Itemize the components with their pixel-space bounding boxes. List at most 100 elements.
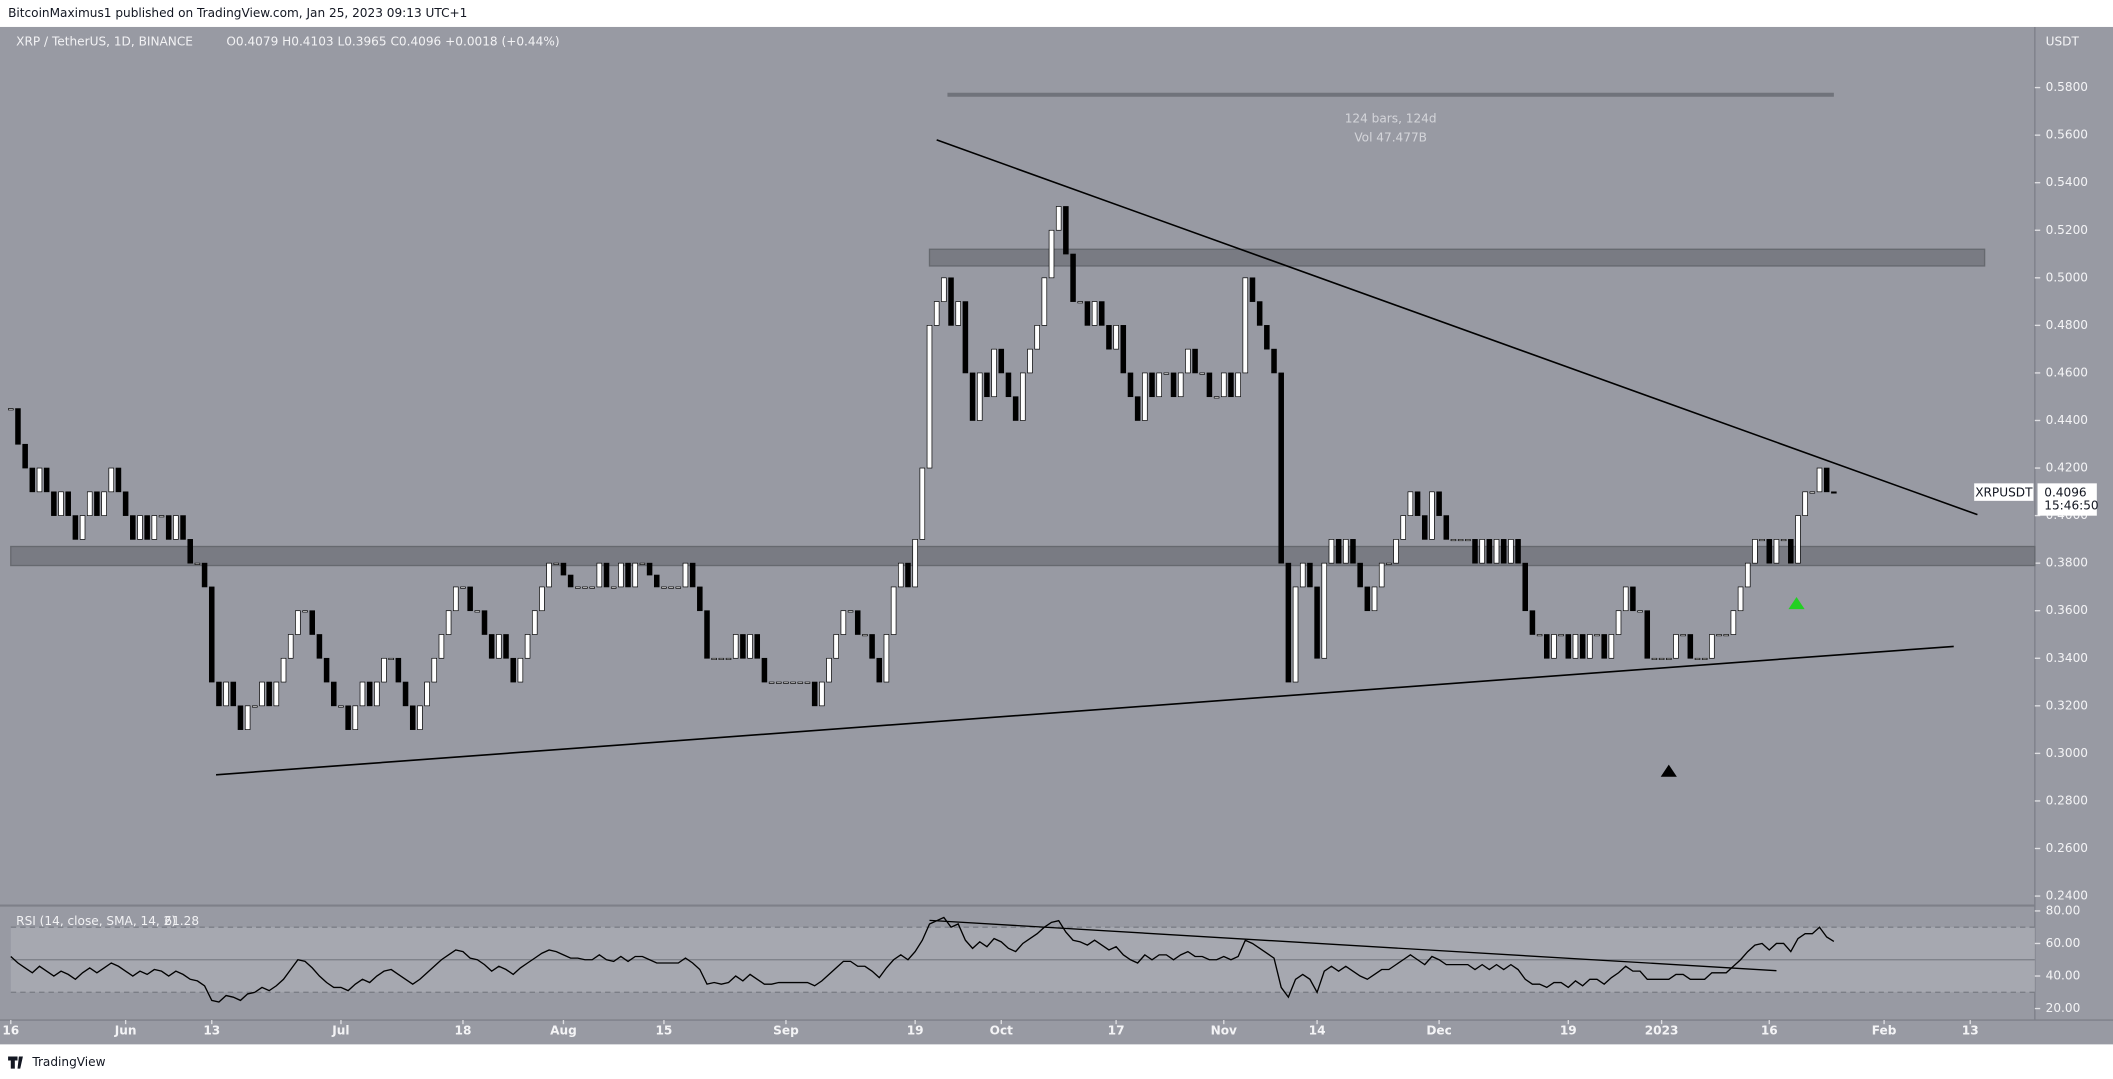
- candle: [603, 562, 610, 588]
- candle: [474, 610, 481, 613]
- candle: [1357, 562, 1363, 588]
- candle: [316, 634, 323, 659]
- footer-brand: TradingView: [31, 1055, 105, 1069]
- price-pane: 124 bars, 124d Vol 47.477B XRPUSDT: [8, 86, 2041, 897]
- candle: [1371, 586, 1378, 612]
- candle: [1457, 539, 1464, 542]
- y-tick-label: 40.00: [2046, 969, 2081, 983]
- candle: [718, 657, 725, 660]
- y-tick-label: 0.5600: [2046, 128, 2088, 142]
- candle: [1651, 657, 1658, 660]
- candle: [130, 515, 136, 540]
- candle: [1443, 515, 1450, 540]
- candle: [1637, 610, 1643, 613]
- candle: [1544, 634, 1550, 659]
- candle: [338, 705, 344, 708]
- candle: [244, 705, 251, 730]
- candle: [1020, 372, 1026, 421]
- candle: [1436, 491, 1442, 516]
- candle: [1343, 539, 1349, 564]
- x-tick-label: 16: [1761, 1023, 1778, 1037]
- candle: [1328, 539, 1335, 564]
- candle: [776, 681, 782, 684]
- y-tick-label: 0.3000: [2046, 746, 2088, 760]
- candle: [1299, 562, 1306, 588]
- candle: [331, 681, 337, 707]
- candle: [259, 681, 265, 707]
- x-tick-label: 19: [1560, 1023, 1577, 1037]
- candle: [1070, 253, 1076, 302]
- y-unit: USDT: [2046, 34, 2080, 48]
- candle: [1486, 539, 1493, 564]
- candle: [223, 681, 229, 707]
- candle: [1536, 634, 1543, 637]
- candle: [359, 681, 366, 707]
- y-tick-label: 80.00: [2046, 903, 2081, 917]
- candle: [467, 586, 473, 612]
- x-tick-label: 19: [907, 1023, 924, 1037]
- candle: [905, 562, 911, 588]
- candle: [1594, 634, 1600, 637]
- candle: [302, 610, 308, 613]
- y-tick-label: 0.4400: [2046, 413, 2088, 427]
- trendline: [936, 139, 1978, 516]
- candle: [1407, 491, 1414, 516]
- candle: [1515, 539, 1521, 564]
- measure-label: 124 bars, 124d: [1345, 111, 1437, 125]
- candle: [345, 705, 351, 730]
- candle: [8, 408, 14, 411]
- candle: [804, 681, 811, 684]
- y-tick-label: 0.2800: [2046, 793, 2088, 807]
- candle: [1055, 206, 1062, 231]
- candle: [1142, 372, 1148, 421]
- candle: [1752, 539, 1758, 564]
- candle: [266, 681, 272, 707]
- candle: [646, 562, 653, 576]
- candle: [1414, 491, 1421, 516]
- candle: [180, 515, 186, 540]
- sr-zone: [928, 248, 1986, 267]
- candle: [352, 705, 359, 730]
- candle: [460, 586, 466, 589]
- candle: [682, 562, 689, 588]
- candle: [1271, 348, 1277, 374]
- candle: [991, 348, 997, 398]
- candle: [1608, 634, 1615, 659]
- candle: [86, 491, 93, 516]
- candle: [783, 681, 789, 684]
- candle: [898, 562, 904, 588]
- x-tick-label: 15: [656, 1023, 673, 1037]
- symbol-title: XRP / TetherUS, 1D, BINANCE: [16, 34, 193, 48]
- candle: [962, 301, 969, 374]
- candle: [1522, 562, 1528, 612]
- candle: [919, 467, 926, 540]
- candle: [1508, 539, 1514, 564]
- candle: [22, 443, 28, 469]
- candle: [409, 705, 416, 730]
- candle: [323, 657, 330, 683]
- candle: [51, 491, 57, 516]
- candle: [1034, 325, 1040, 350]
- candle: [1831, 491, 1837, 494]
- candle: [1177, 372, 1184, 398]
- candle: [1587, 634, 1593, 659]
- candle: [1565, 634, 1572, 659]
- candle: [1450, 539, 1457, 542]
- candle: [1278, 372, 1284, 564]
- y-tick-label: 0.5200: [2046, 223, 2088, 237]
- ohlc-text: O0.4079 H0.4103 L0.3965 C0.4096 +0.0018 …: [226, 34, 559, 48]
- candle: [1350, 539, 1356, 564]
- candle: [610, 586, 617, 589]
- price-box: [2037, 483, 2097, 516]
- candle: [58, 491, 64, 516]
- candle: [438, 634, 445, 659]
- candle: [79, 515, 86, 540]
- publisher: BitcoinMaximus1 published on TradingView…: [8, 6, 467, 20]
- candle: [1242, 277, 1249, 374]
- candle: [431, 657, 438, 683]
- symbol-box: [1974, 483, 2034, 501]
- candle: [36, 467, 43, 493]
- y-tick-label: 0.2600: [2046, 841, 2088, 855]
- candle: [840, 610, 847, 635]
- candle: [1120, 325, 1127, 374]
